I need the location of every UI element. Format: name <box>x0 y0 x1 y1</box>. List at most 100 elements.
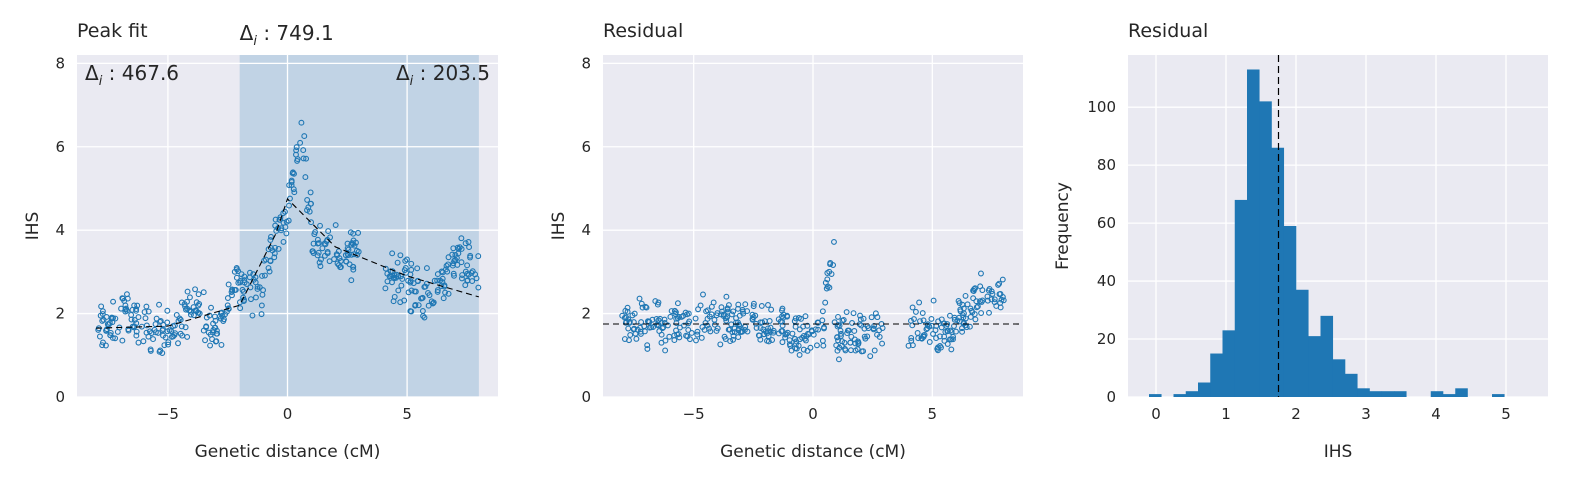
histogram-bar <box>1185 391 1199 397</box>
data-point <box>131 317 138 323</box>
data-point <box>390 274 397 281</box>
histogram-bar <box>1234 199 1248 397</box>
data-point <box>193 299 200 306</box>
data-point <box>237 279 243 286</box>
data-point <box>789 330 796 337</box>
data-point <box>445 290 452 297</box>
data-point <box>912 308 919 315</box>
data-point <box>271 250 278 257</box>
data-point <box>178 299 185 306</box>
data-point <box>151 326 158 333</box>
data-point <box>988 296 995 303</box>
data-point <box>973 298 980 305</box>
data-point <box>237 305 244 312</box>
data-point <box>911 316 917 322</box>
data-point <box>285 217 292 224</box>
data-point <box>233 274 240 281</box>
data-point <box>465 239 472 245</box>
y-tick-label: 0 <box>581 388 591 406</box>
data-point <box>458 235 465 242</box>
x-tick-label: 5 <box>402 405 412 423</box>
data-point <box>768 306 775 313</box>
data-point <box>190 312 197 319</box>
data-point <box>622 319 629 326</box>
data-point <box>753 324 760 331</box>
data-point <box>842 345 848 352</box>
data-point <box>213 338 220 345</box>
data-point <box>289 170 296 177</box>
data-point <box>390 298 397 305</box>
data-point <box>280 238 287 245</box>
data-point <box>798 315 804 322</box>
y-tick-label: 60 <box>1097 214 1116 232</box>
data-point <box>397 252 404 259</box>
data-point <box>807 344 814 351</box>
data-point <box>660 324 667 331</box>
data-point <box>267 237 274 243</box>
data-point <box>319 245 326 252</box>
data-point <box>342 252 349 259</box>
y-tick-label: 8 <box>581 54 591 72</box>
data-point <box>984 293 991 300</box>
data-point <box>317 263 324 270</box>
data-point <box>972 316 979 323</box>
histogram-bar <box>1345 373 1358 397</box>
y-tick-label: 4 <box>55 221 65 239</box>
data-point <box>706 313 713 320</box>
data-point <box>644 342 651 349</box>
data-point <box>106 320 113 326</box>
data-point <box>624 304 631 311</box>
data-point <box>202 337 209 344</box>
data-point <box>765 302 771 308</box>
data-point <box>314 236 321 243</box>
data-point <box>831 238 837 245</box>
data-point <box>316 259 323 266</box>
data-point <box>271 254 278 261</box>
data-point <box>735 325 742 332</box>
data-point <box>414 265 421 272</box>
data-point <box>823 285 830 292</box>
data-point <box>150 336 157 343</box>
data-point <box>727 338 734 345</box>
data-point <box>652 298 659 305</box>
data-point <box>134 302 141 309</box>
data-point <box>655 322 662 329</box>
data-point <box>216 313 223 320</box>
data-point <box>767 324 774 331</box>
data-point <box>879 325 886 331</box>
data-point <box>698 334 705 341</box>
data-point <box>711 321 718 328</box>
data-point <box>408 308 415 315</box>
data-point <box>179 332 186 339</box>
data-point <box>207 342 214 349</box>
delta-annotation: Δi : 467.6 <box>85 61 179 89</box>
data-point <box>345 252 352 259</box>
data-point <box>444 261 451 268</box>
data-point <box>166 327 173 334</box>
data-point <box>99 342 106 349</box>
data-point <box>843 309 850 316</box>
data-point <box>472 271 479 278</box>
delta-subscript: i <box>253 34 257 49</box>
data-point <box>685 326 692 333</box>
data-point <box>246 274 253 281</box>
data-point <box>625 325 632 332</box>
data-point <box>750 314 757 321</box>
data-point <box>450 270 457 277</box>
data-point <box>248 296 254 303</box>
data-point <box>937 342 943 349</box>
data-point <box>157 347 164 354</box>
data-point <box>96 333 103 340</box>
data-point <box>332 222 339 229</box>
data-point <box>637 330 644 337</box>
y-tick-label: 8 <box>55 54 65 72</box>
data-point <box>964 301 971 308</box>
data-point <box>200 327 207 334</box>
data-point <box>769 337 776 343</box>
data-point <box>766 318 773 324</box>
data-point <box>315 249 322 256</box>
data-point <box>779 339 786 346</box>
x-tick-label: −5 <box>683 405 705 423</box>
data-point <box>293 147 300 154</box>
data-point <box>462 282 469 289</box>
